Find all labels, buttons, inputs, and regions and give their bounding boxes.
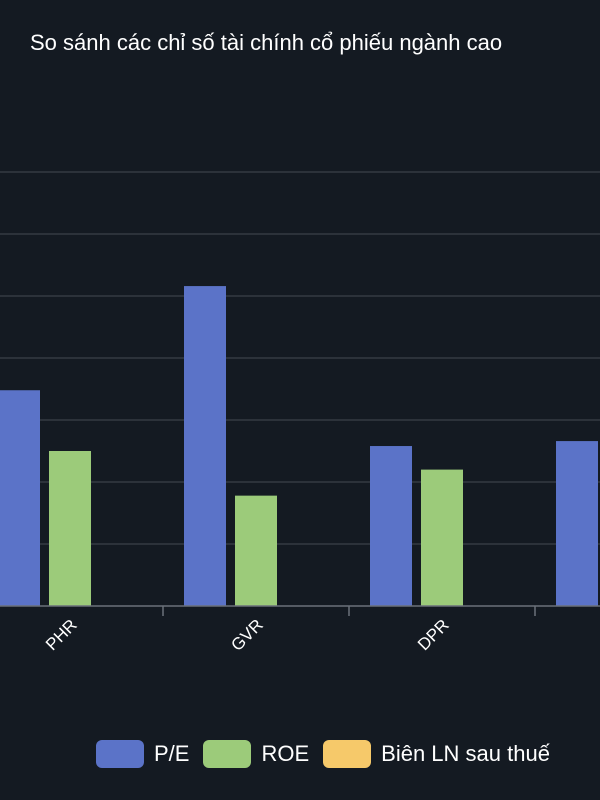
bar-dpr-1[interactable] [421,469,463,606]
legend-swatch-roe [203,740,252,768]
bar-phr-1[interactable] [49,451,91,606]
bar-gvr-1[interactable] [235,495,277,606]
legend-item-bien-ln[interactable]: Biên LN sau thuế [323,740,550,768]
legend-label-bien-ln: Biên LN sau thuế [381,741,550,766]
legend-label-pe: P/E [154,741,190,766]
legend-item-pe[interactable]: P/E [96,740,189,768]
legend: P/E ROE Biên LN sau thuế [96,740,564,768]
x-tick-label-phr: PHR [42,615,81,654]
bar-phr-0[interactable] [0,390,40,606]
bars [0,286,598,606]
x-axis: PHRGVRDPRTRC [0,605,600,655]
legend-label-roe: ROE [261,741,310,766]
legend-swatch-pe [96,740,144,768]
legend-item-roe[interactable]: ROE [203,740,309,768]
bar-dpr-0[interactable] [370,446,412,606]
chart-title: So sánh các chỉ số tài chính cổ phiếu ng… [30,30,503,55]
bar-gvr-0[interactable] [184,286,226,606]
legend-swatch-bien-ln [323,740,372,768]
gridlines [0,171,600,545]
x-tick-label-gvr: GVR [227,615,266,654]
x-tick-label-dpr: DPR [414,615,453,654]
bar-trc-0[interactable] [556,441,598,606]
